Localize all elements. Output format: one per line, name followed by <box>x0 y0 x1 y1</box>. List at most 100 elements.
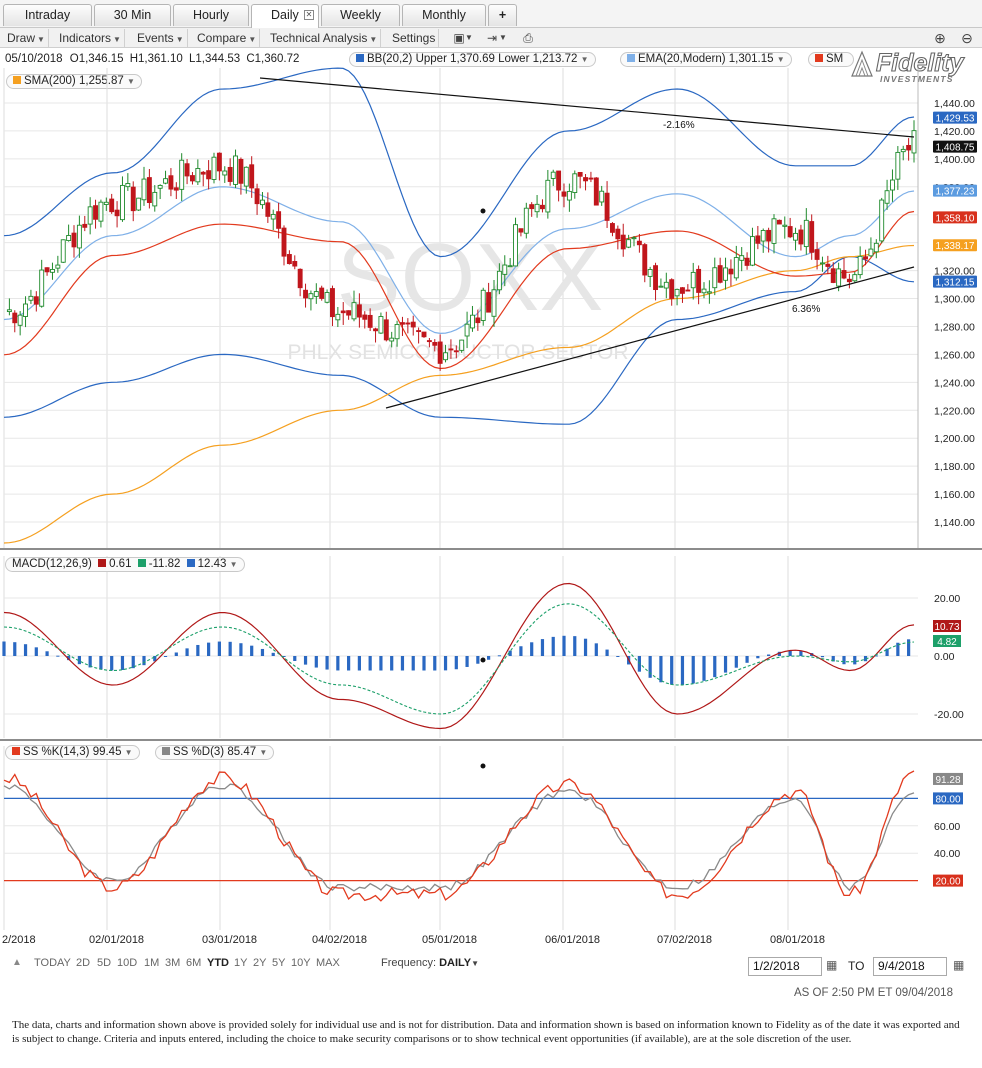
candle-body <box>206 170 212 180</box>
disclaimer: The data, charts and information shown a… <box>12 1019 960 1045</box>
stoch-d-swatch <box>162 747 170 755</box>
candle-body <box>98 201 104 222</box>
bb-indicator-pill[interactable]: BB(20,2) Upper 1,370.69 Lower 1,213.72 ▼ <box>349 52 596 67</box>
price-axis-label: 1,400.00 <box>934 154 975 166</box>
settings-menu[interactable]: Settings <box>389 29 440 47</box>
lower-trendline[interactable] <box>385 266 915 409</box>
candle-body <box>669 279 675 299</box>
tab-weekly[interactable]: Weekly <box>321 4 400 26</box>
start-date-input[interactable]: 1/2/2018 <box>748 957 822 976</box>
range-10d[interactable]: 10D <box>117 957 138 969</box>
sma50-label: SM <box>826 53 844 65</box>
date-axis-label: 03/01/2018 <box>202 934 257 946</box>
range-6m[interactable]: 6M <box>186 957 202 969</box>
candle-body <box>114 209 120 217</box>
candle-body <box>260 199 265 206</box>
calendar-icon[interactable]: ▦ <box>826 958 838 972</box>
candle-body <box>658 285 664 288</box>
range-5d[interactable]: 5D <box>97 957 112 969</box>
close-icon[interactable]: ✕ <box>304 10 314 20</box>
events-menu[interactable]: Events ▼ <box>134 29 188 47</box>
candle-body <box>394 324 400 340</box>
candle-body <box>71 232 77 248</box>
caret-down-icon: ▼ <box>113 35 121 44</box>
range-3m[interactable]: 3M <box>165 957 181 969</box>
candle-body <box>200 171 206 175</box>
candle-body <box>513 224 518 267</box>
upper-trendline[interactable] <box>259 77 915 138</box>
macd-histogram-bar <box>163 656 168 657</box>
candle-body <box>599 190 605 203</box>
macd-histogram-bar <box>250 645 254 656</box>
tab-daily[interactable]: Daily ✕ <box>251 4 319 28</box>
range-10y[interactable]: 10Y <box>291 957 311 969</box>
range-5y[interactable]: 5Y <box>272 957 286 969</box>
candle-body <box>60 239 66 263</box>
candle-body <box>152 191 158 207</box>
macd-value: 0.61 <box>109 558 132 570</box>
sma200-indicator-pill[interactable]: SMA(200) 1,255.87 ▼ <box>6 74 142 89</box>
macd-histogram-bar <box>820 656 825 658</box>
date-axis: 2/2018 02/01/2018 03/01/2018 04/02/2018 05/0… <box>2 934 825 946</box>
frequency-selector[interactable]: Frequency: DAILY▼ <box>381 957 479 969</box>
price-axis-label: 1,280.00 <box>934 321 975 333</box>
end-date-input[interactable]: 9/4/2018 <box>873 957 947 976</box>
candle-body <box>820 262 825 265</box>
print-icon[interactable]: ⎙ <box>523 31 533 45</box>
sma50-indicator-pill[interactable]: SM <box>808 52 854 67</box>
date-axis-label: 08/01/2018 <box>770 934 825 946</box>
macd-histogram-bar <box>239 643 243 656</box>
scroll-up-icon[interactable]: ▲ <box>12 957 22 968</box>
ema-indicator-pill[interactable]: EMA(20,Modern) 1,301.15 ▼ <box>620 52 792 67</box>
candle-body <box>421 331 427 338</box>
sma50-line <box>3 210 915 370</box>
compare-menu[interactable]: Compare ▼ <box>194 29 261 47</box>
range-1m[interactable]: 1M <box>144 957 160 969</box>
bb-lower-value: 1,213.72 <box>532 53 578 65</box>
draw-menu[interactable]: Draw ▼ <box>4 29 49 47</box>
stoch-d-pill[interactable]: SS %D(3) 85.47 ▼ <box>155 745 275 760</box>
range-max[interactable]: MAX <box>316 957 340 969</box>
macd-histogram-bar <box>885 648 889 656</box>
candle-body <box>367 314 373 328</box>
price-axis-label: 1,260.00 <box>934 349 975 361</box>
fidelity-logo-mark: Fidelity INVESTMENTS <box>851 48 965 84</box>
add-tab-button[interactable]: + <box>488 4 517 26</box>
indicators-menu[interactable]: Indicators ▼ <box>56 29 125 47</box>
tab-monthly[interactable]: Monthly <box>402 4 486 26</box>
caret-down-icon[interactable]: ▼ <box>499 33 507 42</box>
range-1y[interactable]: 1Y <box>234 957 248 969</box>
candle-body <box>852 274 858 282</box>
range-today[interactable]: TODAY <box>34 957 71 969</box>
stoch-k-label: SS %K(14,3) <box>23 746 90 758</box>
macd-indicator-pill[interactable]: MACD(12,26,9) 0.61 -11.82 12.43 ▼ <box>5 557 245 572</box>
zoom-in-icon[interactable]: ⊕ <box>934 30 946 46</box>
candle-body <box>55 264 61 269</box>
fidelity-logo: Fidelity INVESTMENTS <box>848 47 980 85</box>
macd-histogram-bar <box>508 650 512 656</box>
range-2d[interactable]: 2D <box>76 957 91 969</box>
calendar-icon[interactable]: ▦ <box>953 958 965 972</box>
stoch-k-pill[interactable]: SS %K(14,3) 99.45 ▼ <box>5 745 140 760</box>
tab-intraday[interactable]: Intraday <box>3 4 92 26</box>
technical-analysis-menu[interactable]: Technical Analysis ▼ <box>267 29 382 47</box>
range-2y[interactable]: 2Y <box>253 957 267 969</box>
candle-body <box>448 348 454 351</box>
macd-histogram-bar <box>411 656 415 671</box>
caret-down-icon: ▼ <box>248 35 257 44</box>
tab-hourly[interactable]: Hourly <box>173 4 249 26</box>
open-label: O <box>69 53 79 65</box>
tab-30min[interactable]: 30 Min <box>94 4 171 26</box>
candle-body <box>6 309 12 313</box>
frequency-value: DAILY <box>439 957 472 969</box>
macd-histogram-bar <box>293 656 297 661</box>
chart-area[interactable]: SOXX PHLX SEMICONDUCTOR SECTOR -2.16% 6.… <box>0 0 982 955</box>
caret-down-icon[interactable]: ▼ <box>465 33 473 42</box>
candle-body <box>636 240 642 246</box>
export-icon[interactable]: ⇥ <box>486 31 498 45</box>
range-ytd[interactable]: YTD <box>207 957 229 969</box>
save-icon[interactable]: ▣ <box>453 31 465 45</box>
date-axis-label: 05/01/2018 <box>422 934 477 946</box>
candle-body <box>803 219 809 248</box>
zoom-out-icon[interactable]: ⊖ <box>961 30 973 46</box>
